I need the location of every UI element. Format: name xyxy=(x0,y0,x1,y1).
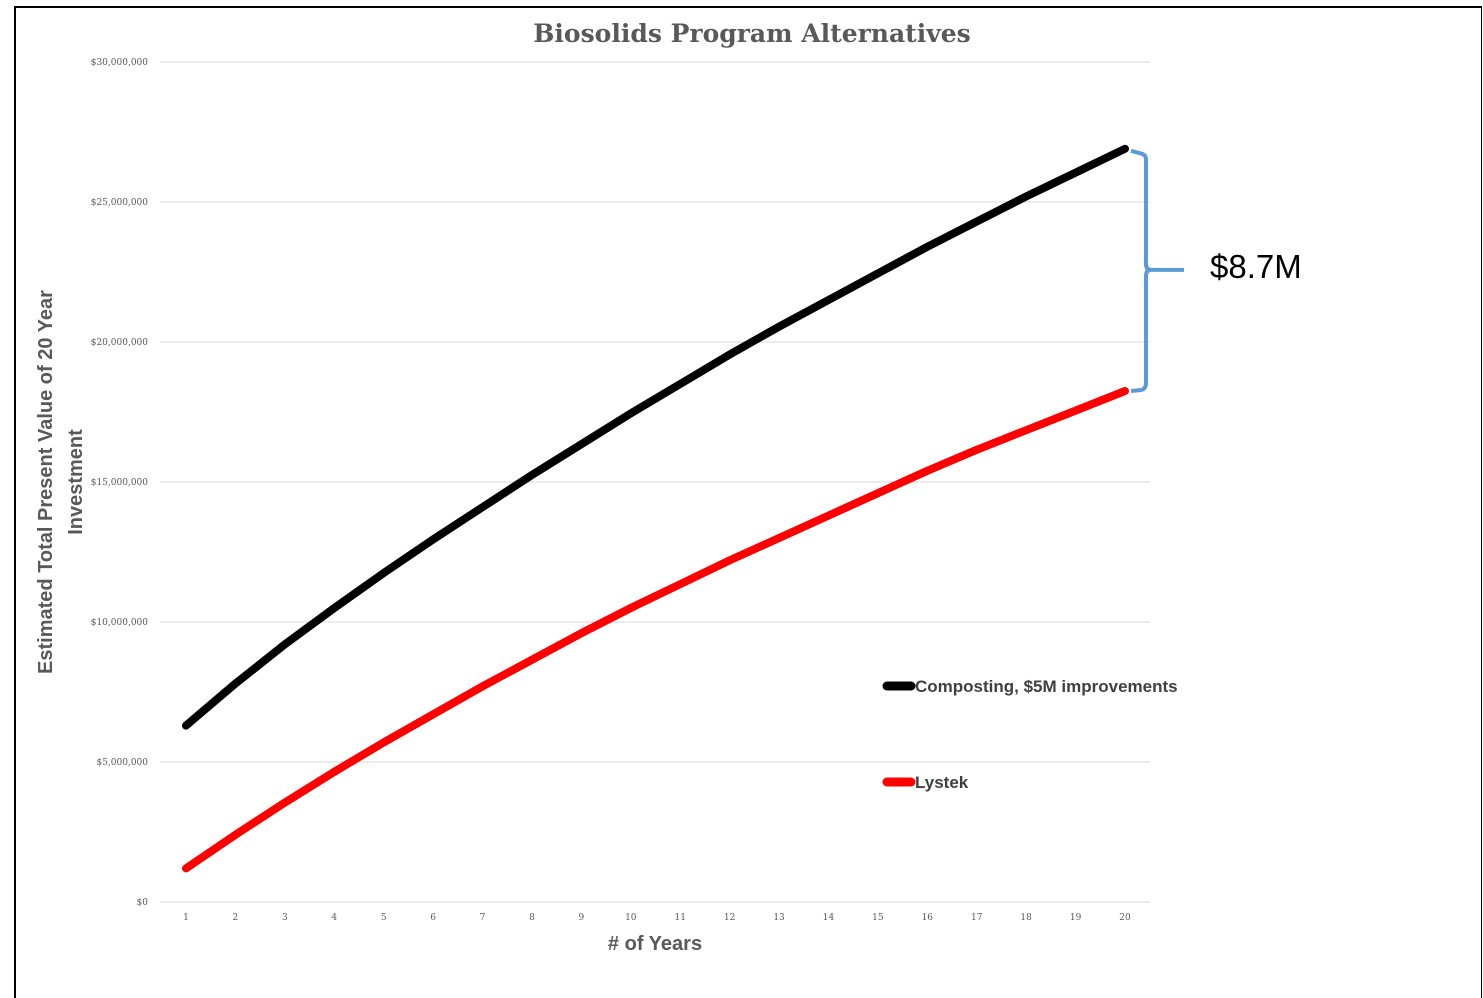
x-tick-label: 15 xyxy=(872,913,884,923)
y-tick-label: $5,000,000 xyxy=(96,758,148,768)
y-axis-ticks: $0 $5,000,000 $10,000,000 $15,000,000 $20,00… xyxy=(91,58,149,908)
y-axis-label-line-2: Investment xyxy=(65,429,87,535)
x-tick-label: 5 xyxy=(381,913,387,923)
difference-label: $8.7M xyxy=(1210,248,1302,285)
chart-title: Biosolids Program Alternatives xyxy=(533,19,970,48)
x-tick-label: 7 xyxy=(480,913,486,923)
x-tick-label: 11 xyxy=(674,913,685,923)
x-tick-label: 18 xyxy=(1020,913,1032,923)
y-tick-label: $30,000,000 xyxy=(91,58,149,68)
x-tick-label: 20 xyxy=(1119,913,1131,923)
y-axis-label-line-1: Estimated Total Present Value of 20 Year xyxy=(35,290,57,674)
y-axis-label: Estimated Total Present Value of 20 Year… xyxy=(35,290,87,674)
x-tick-label: 1 xyxy=(183,913,189,923)
x-tick-label: 6 xyxy=(430,913,436,923)
x-tick-label: 8 xyxy=(529,913,535,923)
difference-bracket xyxy=(1130,148,1184,393)
x-tick-label: 13 xyxy=(773,913,785,923)
chart-frame xyxy=(14,6,1482,998)
x-tick-label: 12 xyxy=(724,913,735,923)
x-tick-label: 3 xyxy=(282,913,288,923)
y-tick-label: $15,000,000 xyxy=(91,478,149,488)
x-tick-label: 19 xyxy=(1070,913,1082,923)
x-tick-label: 10 xyxy=(625,913,637,923)
x-tick-label: 17 xyxy=(971,913,983,923)
y-tick-label: $10,000,000 xyxy=(91,618,149,628)
y-tick-label: $20,000,000 xyxy=(91,338,149,348)
x-axis-label: # of Years xyxy=(608,933,702,955)
series-line-lystek xyxy=(182,387,1129,873)
gridlines xyxy=(160,61,1150,763)
x-tick-label: 14 xyxy=(823,913,835,923)
x-axis-ticks: 1 2 3 4 5 6 7 8 9 10 11 12 13 14 15 16 17 18 19 20 xyxy=(183,913,1131,923)
x-tick-label: 16 xyxy=(922,913,934,923)
x-tick-label: 9 xyxy=(579,913,585,923)
difference-annotation: $8.7M xyxy=(1130,148,1302,393)
x-tick-label: 4 xyxy=(331,913,337,923)
y-tick-label: $25,000,000 xyxy=(91,198,149,208)
legend-label-composting: Composting, $5M improvements xyxy=(915,677,1178,696)
series-line-composting xyxy=(182,144,1129,730)
legend-label-lystek: Lystek xyxy=(915,773,969,792)
y-tick-label: $0 xyxy=(137,898,149,908)
x-tick-label: 2 xyxy=(233,913,239,923)
series-lines xyxy=(182,144,1129,873)
legend: Composting, $5M improvements Lystek xyxy=(882,677,1178,792)
